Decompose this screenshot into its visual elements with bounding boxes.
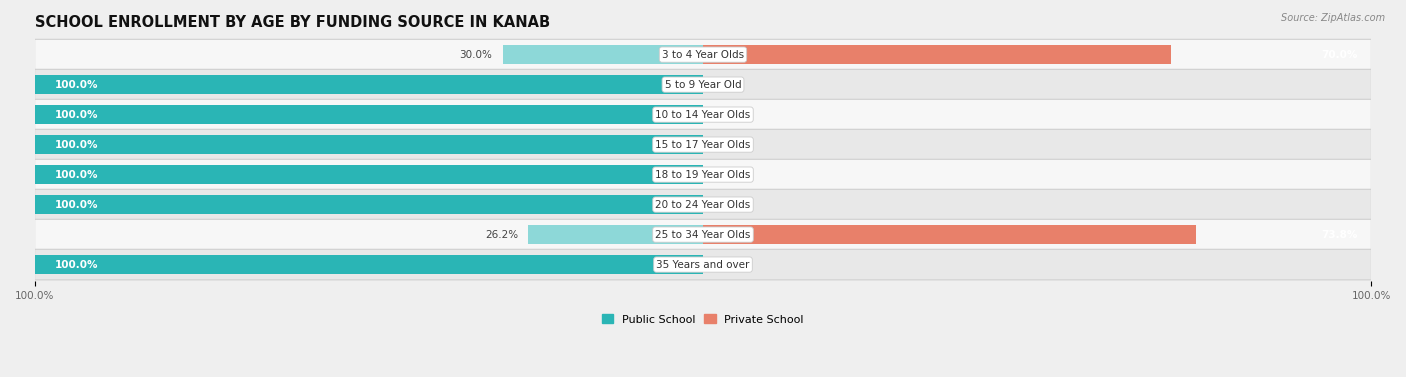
Text: 25 to 34 Year Olds: 25 to 34 Year Olds — [655, 230, 751, 239]
Text: 0.0%: 0.0% — [713, 260, 740, 270]
Text: 26.2%: 26.2% — [485, 230, 517, 239]
Bar — [703, 225, 1197, 244]
Text: 0.0%: 0.0% — [713, 139, 740, 150]
Bar — [35, 255, 703, 274]
Text: 100.0%: 100.0% — [55, 110, 98, 120]
Text: 100.0%: 100.0% — [55, 199, 98, 210]
Bar — [527, 225, 703, 244]
FancyBboxPatch shape — [35, 99, 1371, 130]
Text: 70.0%: 70.0% — [1322, 50, 1358, 60]
Text: 5 to 9 Year Old: 5 to 9 Year Old — [665, 80, 741, 90]
Bar — [35, 195, 703, 214]
FancyBboxPatch shape — [35, 219, 1371, 250]
FancyBboxPatch shape — [35, 159, 1371, 190]
Text: 18 to 19 Year Olds: 18 to 19 Year Olds — [655, 170, 751, 179]
Bar — [35, 75, 703, 94]
Text: SCHOOL ENROLLMENT BY AGE BY FUNDING SOURCE IN KANAB: SCHOOL ENROLLMENT BY AGE BY FUNDING SOUR… — [35, 15, 550, 30]
Text: 100.0%: 100.0% — [55, 80, 98, 90]
Text: 10 to 14 Year Olds: 10 to 14 Year Olds — [655, 110, 751, 120]
Text: 100.0%: 100.0% — [55, 170, 98, 179]
Bar — [35, 105, 703, 124]
Bar — [35, 165, 703, 184]
Text: 0.0%: 0.0% — [713, 110, 740, 120]
Bar — [35, 135, 703, 154]
Text: 15 to 17 Year Olds: 15 to 17 Year Olds — [655, 139, 751, 150]
Bar — [502, 45, 703, 64]
FancyBboxPatch shape — [35, 129, 1371, 160]
Text: 0.0%: 0.0% — [713, 80, 740, 90]
Text: 100.0%: 100.0% — [55, 260, 98, 270]
FancyBboxPatch shape — [35, 189, 1371, 220]
Text: 0.0%: 0.0% — [713, 170, 740, 179]
FancyBboxPatch shape — [35, 69, 1371, 100]
Text: 3 to 4 Year Olds: 3 to 4 Year Olds — [662, 50, 744, 60]
Text: 20 to 24 Year Olds: 20 to 24 Year Olds — [655, 199, 751, 210]
FancyBboxPatch shape — [35, 39, 1371, 70]
Bar — [703, 45, 1171, 64]
FancyBboxPatch shape — [35, 249, 1371, 280]
Text: 100.0%: 100.0% — [55, 139, 98, 150]
Text: 73.8%: 73.8% — [1322, 230, 1358, 239]
Legend: Public School, Private School: Public School, Private School — [598, 310, 808, 329]
Text: 30.0%: 30.0% — [460, 50, 492, 60]
Text: 0.0%: 0.0% — [713, 199, 740, 210]
Text: 35 Years and over: 35 Years and over — [657, 260, 749, 270]
Text: Source: ZipAtlas.com: Source: ZipAtlas.com — [1281, 13, 1385, 23]
